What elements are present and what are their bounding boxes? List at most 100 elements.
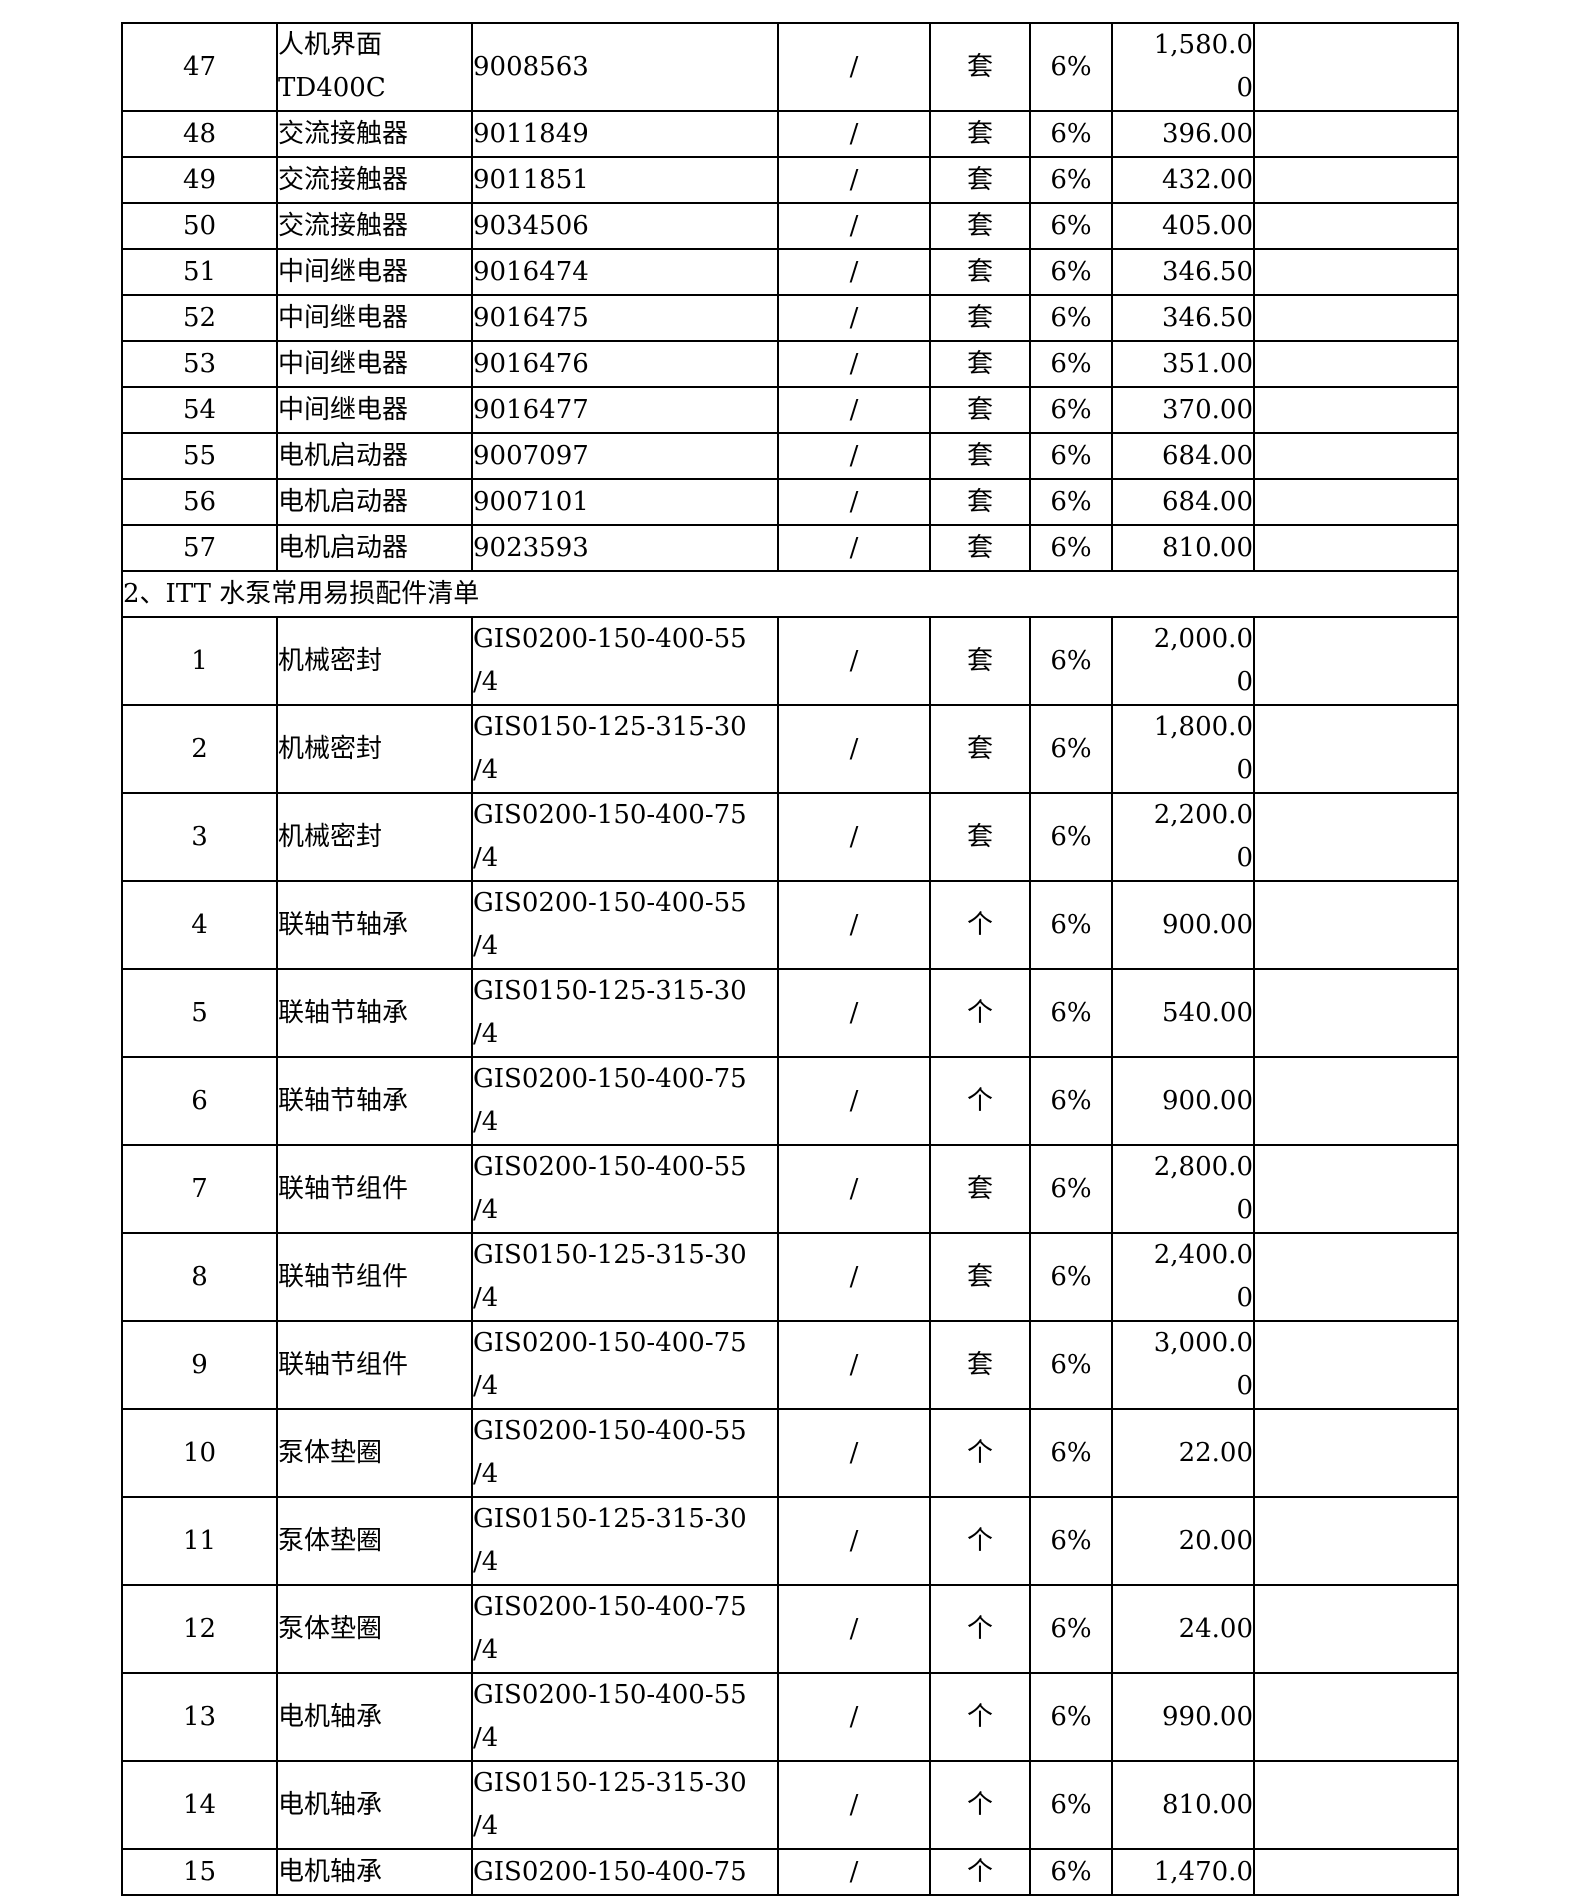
cell-model: 9011849 — [471, 110, 779, 158]
cell-model: GIS0200-150-400-75 /4 — [471, 1320, 779, 1410]
cell-price: 20.00 — [1111, 1496, 1255, 1586]
cell-tax: 6% — [1029, 386, 1113, 434]
cell-note — [1253, 1232, 1459, 1322]
table-row: 47 人机界面 TD400C 9008563/套 6% 1,580.0 0 — [121, 22, 1459, 112]
cell-unit: 套 — [929, 1144, 1031, 1234]
cell-model: 9023593 — [471, 524, 779, 572]
cell-no: 5 — [121, 968, 278, 1058]
cell-name: 泵体垫圈 — [276, 1584, 473, 1674]
table-row: 10 泵体垫圈 GIS0200-150-400-55 /4/个 6% 22.00 — [121, 1408, 1459, 1498]
cell-price: 351.00 — [1111, 340, 1255, 388]
cell-price: 22.00 — [1111, 1408, 1255, 1498]
cell-unit: 套 — [929, 386, 1031, 434]
cell-price: 2,000.0 0 — [1111, 616, 1255, 706]
cell-name: 联轴节组件 — [276, 1144, 473, 1234]
cell-price: 24.00 — [1111, 1584, 1255, 1674]
cell-tax: 6% — [1029, 880, 1113, 970]
cell-tax: 6% — [1029, 704, 1113, 794]
table-row: 48 交流接触器 9011849/套 6% 396.00 — [121, 110, 1459, 158]
cell-tax: 6% — [1029, 1320, 1113, 1410]
cell-price: 370.00 — [1111, 386, 1255, 434]
cell-unit: 套 — [929, 616, 1031, 706]
cell-unit: 套 — [929, 248, 1031, 296]
cell-note — [1253, 202, 1459, 250]
cell-unit: 套 — [929, 110, 1031, 158]
cell-no: 10 — [121, 1408, 278, 1498]
cell-qty: / — [777, 1760, 931, 1850]
cell-name: 交流接触器 — [276, 202, 473, 250]
cell-qty: / — [777, 478, 931, 526]
cell-unit: 套 — [929, 1232, 1031, 1322]
cell-no: 52 — [121, 294, 278, 342]
cell-name: 交流接触器 — [276, 156, 473, 204]
cell-no: 51 — [121, 248, 278, 296]
section2-header-block: 2、ITT 水泵常用易损配件清单 — [121, 570, 1459, 618]
cell-name: 电机启动器 — [276, 432, 473, 480]
cell-note — [1253, 386, 1459, 434]
cell-no: 4 — [121, 880, 278, 970]
cell-note — [1253, 968, 1459, 1058]
cell-model: 9016475 — [471, 294, 779, 342]
cell-tax: 6% — [1029, 792, 1113, 882]
cell-unit: 套 — [929, 340, 1031, 388]
cell-model: GIS0200-150-400-75 /4 — [471, 1584, 779, 1674]
table-row: 57 电机启动器 9023593/套 6% 810.00 — [121, 524, 1459, 572]
cell-model: GIS0200-150-400-55 /4 — [471, 1408, 779, 1498]
cell-no: 1 — [121, 616, 278, 706]
cell-name: 电机轴承 — [276, 1848, 473, 1896]
cell-qty: / — [777, 792, 931, 882]
cell-tax: 6% — [1029, 294, 1113, 342]
table-row: 50 交流接触器 9034506/套 6% 405.00 — [121, 202, 1459, 250]
cell-qty: / — [777, 386, 931, 434]
cell-no: 3 — [121, 792, 278, 882]
cell-price: 2,200.0 0 — [1111, 792, 1255, 882]
cell-qty: / — [777, 968, 931, 1058]
cell-model: GIS0200-150-400-55 /4 — [471, 1672, 779, 1762]
cell-qty: / — [777, 1320, 931, 1410]
cell-no: 47 — [121, 22, 278, 112]
cell-price: 900.00 — [1111, 1056, 1255, 1146]
cell-note — [1253, 432, 1459, 480]
cell-tax: 6% — [1029, 1672, 1113, 1762]
cell-note — [1253, 1496, 1459, 1586]
cell-note — [1253, 704, 1459, 794]
cell-tax: 6% — [1029, 340, 1113, 388]
cell-tax: 6% — [1029, 478, 1113, 526]
cell-price: 684.00 — [1111, 478, 1255, 526]
cell-unit: 套 — [929, 478, 1031, 526]
cell-model: GIS0200-150-400-75 /4 — [471, 1056, 779, 1146]
cell-qty: / — [777, 22, 931, 112]
cell-price: 396.00 — [1111, 110, 1255, 158]
cell-note — [1253, 110, 1459, 158]
cell-qty: / — [777, 616, 931, 706]
cell-model: GIS0150-125-315-30 /4 — [471, 1760, 779, 1850]
table-row: 49 交流接触器 9011851/套 6% 432.00 — [121, 156, 1459, 204]
cell-qty: / — [777, 1056, 931, 1146]
cell-note — [1253, 22, 1459, 112]
cell-unit: 套 — [929, 792, 1031, 882]
cell-note — [1253, 156, 1459, 204]
cell-no: 15 — [121, 1848, 278, 1896]
section-header: 2、ITT 水泵常用易损配件清单 — [121, 570, 1459, 618]
cell-qty: / — [777, 1672, 931, 1762]
cell-price: 684.00 — [1111, 432, 1255, 480]
cell-qty: / — [777, 880, 931, 970]
table-row: 56 电机启动器 9007101/套 6% 684.00 — [121, 478, 1459, 526]
cell-no: 8 — [121, 1232, 278, 1322]
table-row: 12 泵体垫圈 GIS0200-150-400-75 /4/个 6% 24.00 — [121, 1584, 1459, 1674]
cell-qty: / — [777, 524, 931, 572]
cell-tax: 6% — [1029, 616, 1113, 706]
cell-qty: / — [777, 1496, 931, 1586]
cell-price: 1,800.0 0 — [1111, 704, 1255, 794]
cell-note — [1253, 524, 1459, 572]
cell-qty: / — [777, 202, 931, 250]
table-row: 8 联轴节组件 GIS0150-125-315-30 /4/套 6% 2,400.0 0 — [121, 1232, 1459, 1322]
cell-name: 中间继电器 — [276, 294, 473, 342]
cell-model: GIS0150-125-315-30 /4 — [471, 1496, 779, 1586]
cell-tax: 6% — [1029, 1056, 1113, 1146]
cell-unit: 个 — [929, 1496, 1031, 1586]
cell-name: 联轴节轴承 — [276, 968, 473, 1058]
cell-note — [1253, 478, 1459, 526]
cell-qty: / — [777, 1584, 931, 1674]
cell-price: 810.00 — [1111, 1760, 1255, 1850]
